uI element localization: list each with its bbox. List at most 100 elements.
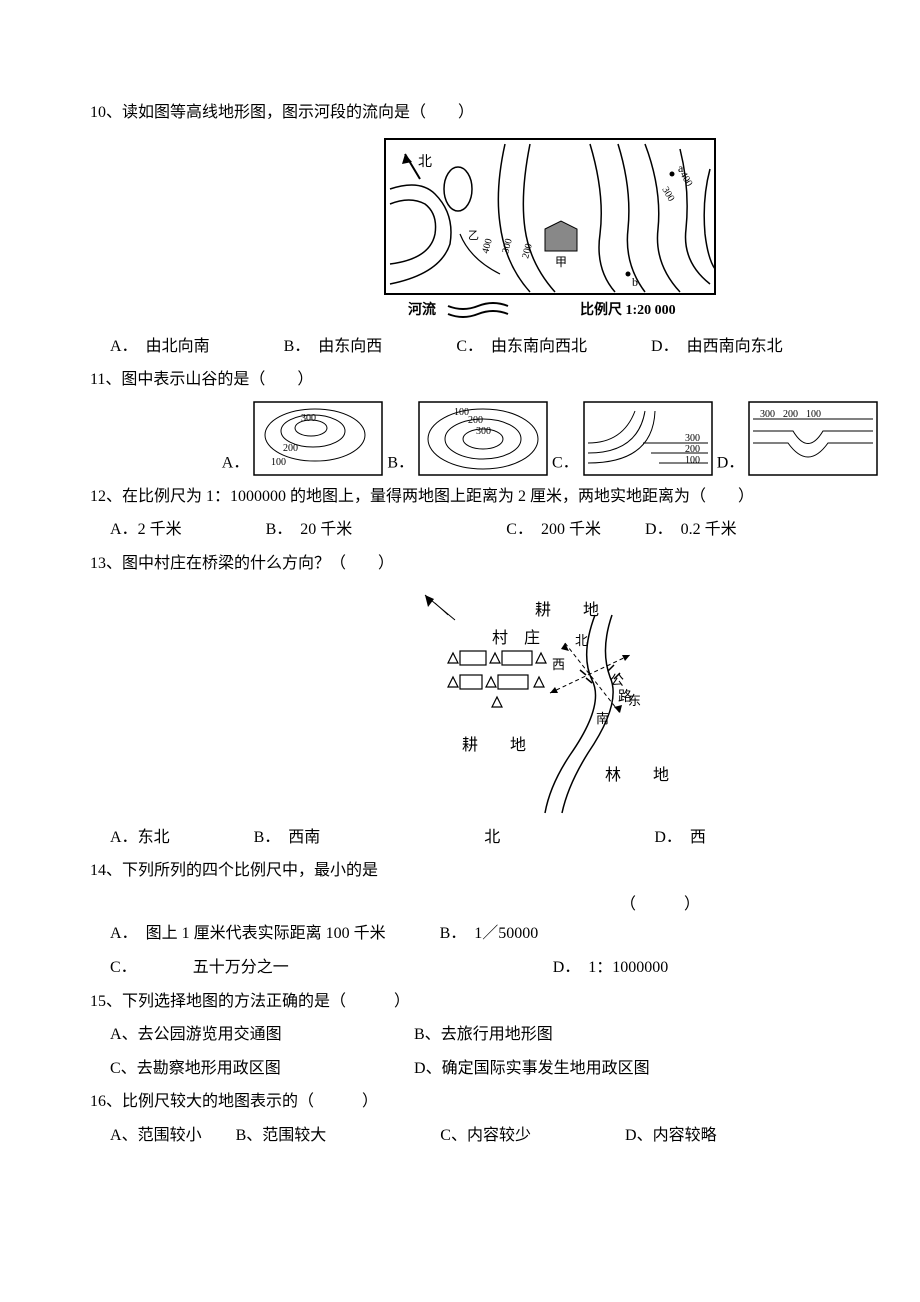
q12-stem: 12、在比例尺为 1：1000000 的地图上，量得两地图上距离为 2 厘米，两… xyxy=(90,484,920,510)
svg-text:300: 300 xyxy=(685,433,700,444)
farmland-left-label: 耕 地 xyxy=(462,736,526,754)
q16-options: A、范围较小 B、范围较大 C、内容较少 D、内容较略 xyxy=(90,1123,920,1149)
svg-text:300: 300 xyxy=(301,413,316,424)
q14-opt-d: D． 1：1000000 xyxy=(553,955,669,981)
q16-opt-a: A、范围较小 xyxy=(110,1123,202,1149)
q14-opt-a-text: 图上 1 厘米代表实际距离 100 千米 xyxy=(146,925,386,942)
q12-opt-b: B． 20 千米 xyxy=(266,517,353,543)
svg-text:a: a xyxy=(678,161,684,175)
q15-opt-b: B、去旅行用地形图 xyxy=(414,1022,553,1048)
question-15: 15、下列选择地图的方法正确的是（ ） A、去公园游览用交通图 B、去旅行用地形… xyxy=(90,989,920,1082)
svg-text:100: 100 xyxy=(806,409,821,420)
svg-text:300: 300 xyxy=(760,409,775,420)
svg-text:200: 200 xyxy=(783,409,798,420)
q10-figure-wrap: 北 乙 400 300 200 甲 400 300 xyxy=(90,134,920,324)
question-14: 14、下列所列的四个比例尺中，最小的是 （ ） A． 图上 1 厘米代表实际距离… xyxy=(90,858,920,980)
q13-opt-d: D． 西 xyxy=(654,825,706,851)
question-16: 16、比例尺较大的地图表示的（ ） A、范围较小 B、范围较大 C、内容较少 D… xyxy=(90,1089,920,1148)
q15-opt-a: A、去公园游览用交通图 xyxy=(110,1022,410,1048)
q11-panel-c: 300 200 100 xyxy=(583,401,713,476)
q16-stem: 16、比例尺较大的地图表示的（ ） xyxy=(90,1089,920,1115)
village-houses xyxy=(448,651,546,707)
svg-text:100: 100 xyxy=(685,455,700,466)
q13-opt-b: B． 西南 xyxy=(254,825,321,851)
q12-opt-c-text: 200 千米 xyxy=(541,521,601,538)
q16-opt-b: B、范围较大 xyxy=(236,1123,327,1149)
q14-opt-a: A． 图上 1 厘米代表实际距离 100 千米 xyxy=(110,921,386,947)
q13-stem: 13、图中村庄在桥梁的什么方向？（ ） xyxy=(90,551,920,577)
q14-opt-c-text: 五十万分之一 xyxy=(193,959,289,976)
svg-text:甲: 甲 xyxy=(555,255,567,269)
q11-letter-a: A． xyxy=(222,454,250,471)
q16-opt-a-text: 范围较小 xyxy=(138,1127,202,1144)
q10-stem: 10、读如图等高线地形图，图示河段的流向是（ ） xyxy=(90,100,920,126)
q11-letter-d: D． xyxy=(717,454,745,471)
q10-opt-b: B． 由东向西 xyxy=(284,334,383,360)
forest-label: 林 地 xyxy=(605,766,669,784)
svg-text:200: 200 xyxy=(685,444,700,455)
river-label: 河流 xyxy=(408,301,436,318)
q14-opt-d-text: 1：1000000 xyxy=(588,959,668,976)
q10-opt-d: D． 由西南向东北 xyxy=(651,334,783,360)
q13-opt-a: A．东北 xyxy=(110,825,170,851)
q11-stem: 11、图中表示山谷的是（ ） xyxy=(90,367,920,393)
village-label: 村 庄 xyxy=(492,629,540,647)
q13-opt-b-text: 西南 xyxy=(288,829,320,846)
q14-opt-b: B． 1／50000 xyxy=(440,921,539,947)
q10-figure: 北 乙 400 300 200 甲 400 300 xyxy=(380,134,720,324)
road-label-2: 路 xyxy=(618,689,632,705)
q12-opt-b-text: 20 千米 xyxy=(300,521,352,538)
q15-stem: 15、下列选择地图的方法正确的是（ ） xyxy=(90,989,920,1015)
question-12: 12、在比例尺为 1：1000000 的地图上，量得两地图上距离为 2 厘米，两… xyxy=(90,484,920,543)
q10-opt-c: C． 由东南向西北 xyxy=(456,334,587,360)
q15-opt-c-text: 去勘察地形用政区图 xyxy=(137,1060,281,1077)
q12-opt-d: D． 0.2 千米 xyxy=(645,517,737,543)
q14-opt-c: C． 五十万分之一 xyxy=(110,955,289,981)
q13-options: A．东北 B． 西南 北 D． 西 xyxy=(90,825,920,851)
q16-opt-d: D、内容较略 xyxy=(625,1123,717,1149)
q15-opt-b-text: 去旅行用地形图 xyxy=(441,1026,553,1043)
q14-options-1: A． 图上 1 厘米代表实际距离 100 千米 B． 1／50000 xyxy=(90,921,920,947)
q10-opt-c-text: 由东南向西北 xyxy=(491,338,587,355)
q11-letter-b: B． xyxy=(387,454,414,471)
question-13: 13、图中村庄在桥梁的什么方向？（ ） 耕 地 村 庄 xyxy=(90,551,920,850)
q11-letter-c: C． xyxy=(552,454,579,471)
q13-opt-a-text: 东北 xyxy=(138,829,170,846)
q10-label-yi: 乙 xyxy=(468,229,479,242)
svg-text:100: 100 xyxy=(271,457,286,468)
dir-north: 北 xyxy=(575,633,588,648)
q10-options: A． 由北向南 B． 由东向西 C． 由东南向西北 D． 由西南向东北 xyxy=(90,334,920,360)
q14-options-2: C． 五十万分之一 D． 1：1000000 xyxy=(90,955,920,981)
compass-cross: 西 北 东 南 公 路 xyxy=(550,633,641,726)
svg-text:300: 300 xyxy=(476,426,491,437)
q12-opt-a: A．2 千米 xyxy=(110,517,182,543)
q15-opt-a-text: 去公园游览用交通图 xyxy=(138,1026,282,1043)
q12-opt-a-text: 2 千米 xyxy=(138,521,182,538)
q14-opt-b-text: 1／50000 xyxy=(474,925,538,942)
farmland-top-label: 耕 地 xyxy=(535,601,599,619)
q16-opt-c-text: 内容较少 xyxy=(467,1127,531,1144)
q13-opt-c: 北 xyxy=(484,825,500,851)
scale-label: 比例尺 1:20 000 xyxy=(580,301,676,318)
svg-text:100: 100 xyxy=(454,407,469,418)
road-left xyxy=(545,615,596,813)
q12-opt-c: C． 200 千米 xyxy=(506,517,601,543)
q13-opt-c-text: 北 xyxy=(484,829,500,846)
q13-opt-d-text: 西 xyxy=(690,829,706,846)
question-11: 11、图中表示山谷的是（ ） A． 100 200 300 B． 100 200… xyxy=(90,367,920,476)
q11-panel-a: 100 200 300 xyxy=(253,401,383,476)
svg-text:b: b xyxy=(632,275,638,289)
q12-opt-d-text: 0.2 千米 xyxy=(681,521,737,538)
svg-text:200: 200 xyxy=(468,415,483,426)
q14-paren: （ ） xyxy=(310,892,920,918)
q16-opt-d-text: 内容较略 xyxy=(653,1127,717,1144)
q15-opt-d-text: 确定国际实事发生地用政区图 xyxy=(442,1060,650,1077)
q15-options-1: A、去公园游览用交通图 B、去旅行用地形图 xyxy=(90,1022,920,1048)
q11-panel-d: 300 200 100 xyxy=(748,401,878,476)
q13-figure-wrap: 耕 地 村 庄 xyxy=(90,585,920,815)
q11-panel-b: 100 200 300 xyxy=(418,401,548,476)
q12-options: A．2 千米 B． 20 千米 C． 200 千米 D． 0.2 千米 xyxy=(90,517,920,543)
q10-opt-a: A． 由北向南 xyxy=(110,334,210,360)
svg-text:200: 200 xyxy=(283,443,298,454)
q13-figure: 耕 地 村 庄 xyxy=(400,585,700,815)
